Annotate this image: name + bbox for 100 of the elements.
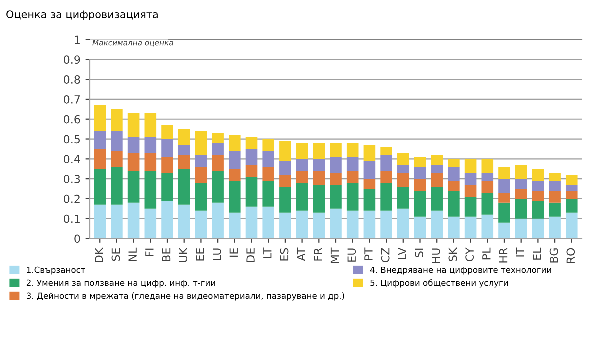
bar xyxy=(262,181,274,207)
bar xyxy=(144,171,157,209)
bar xyxy=(532,190,544,201)
bar xyxy=(414,167,426,180)
bar xyxy=(364,179,376,190)
legend-label: 3. Дейности в мрежата (гледане на видеоматериали, пазаруване и др.) xyxy=(26,292,344,301)
bar xyxy=(549,202,561,217)
bar xyxy=(364,145,376,162)
legend-label: 2. Умения за ползване на цифр. инф. т-гии xyxy=(26,280,216,288)
bar xyxy=(246,149,258,166)
x-tick-label: FI xyxy=(146,248,154,256)
bar xyxy=(515,189,528,199)
bar xyxy=(515,165,528,180)
bar xyxy=(280,161,292,176)
x-tick-label: SE xyxy=(112,248,120,262)
bar xyxy=(178,204,190,239)
bar xyxy=(448,181,460,191)
bar xyxy=(532,200,544,219)
bar xyxy=(144,208,157,239)
bar xyxy=(398,173,410,188)
x-tick-label: ES xyxy=(280,248,289,261)
bar xyxy=(212,133,224,144)
bar xyxy=(414,190,426,217)
x-tick-label: SK xyxy=(448,248,458,262)
y-tick-label: 0.4 xyxy=(64,155,80,164)
bar xyxy=(229,135,241,152)
bar xyxy=(212,155,224,172)
bar xyxy=(262,139,274,152)
bar xyxy=(532,169,544,182)
x-tick-label: EE xyxy=(196,248,204,261)
bar xyxy=(94,105,106,132)
bar xyxy=(111,131,123,152)
x-tick-label: LT xyxy=(264,248,272,258)
bar xyxy=(212,171,224,203)
bar xyxy=(195,155,208,168)
x-tick-label: LU xyxy=(213,248,222,260)
x-tick-label: BG xyxy=(550,248,558,263)
bar xyxy=(195,210,208,239)
bar xyxy=(482,214,494,239)
x-tick-label: FR xyxy=(314,248,322,261)
bar xyxy=(414,179,426,191)
bar xyxy=(296,143,308,160)
bar xyxy=(212,202,224,239)
bar xyxy=(398,165,410,174)
legend-label: 5. Цифрови обществени услуги xyxy=(370,280,508,288)
bar xyxy=(566,185,578,191)
bar xyxy=(246,206,258,239)
bar xyxy=(566,198,578,213)
x-tick-label: PT xyxy=(364,248,373,260)
bar xyxy=(178,169,190,205)
bar xyxy=(346,171,359,184)
x-tick-label: HU xyxy=(432,248,440,264)
bar xyxy=(246,177,258,207)
bar xyxy=(144,153,157,172)
bar xyxy=(212,143,224,156)
bar xyxy=(431,187,443,211)
bar xyxy=(398,153,410,166)
bar xyxy=(532,218,544,239)
x-tick-label: UK xyxy=(179,248,188,262)
bar xyxy=(280,187,292,213)
bar xyxy=(330,143,342,158)
bar xyxy=(94,204,106,239)
bar xyxy=(464,173,477,186)
bar xyxy=(94,149,106,170)
bar xyxy=(280,141,292,162)
bar xyxy=(229,181,241,213)
bar xyxy=(195,183,208,211)
bar xyxy=(128,113,140,138)
x-tick-label: CZ xyxy=(381,248,390,263)
bar xyxy=(229,212,241,239)
bar xyxy=(128,153,140,172)
bar xyxy=(482,173,494,182)
bar xyxy=(262,151,274,168)
bar xyxy=(364,161,376,180)
bar xyxy=(431,173,443,188)
bar xyxy=(448,159,460,168)
bar xyxy=(296,159,308,172)
bar xyxy=(482,192,494,215)
bar xyxy=(380,210,392,239)
bar xyxy=(313,143,326,160)
x-tick-label: EL xyxy=(533,248,542,260)
bar xyxy=(128,171,140,203)
x-tick-label: BE xyxy=(162,248,171,262)
x-tick-label: PL xyxy=(482,248,491,260)
bar xyxy=(515,198,528,219)
bar xyxy=(414,157,426,168)
bar xyxy=(346,157,359,172)
bar xyxy=(380,183,392,211)
bar xyxy=(178,129,190,146)
y-tick-label: 0.8 xyxy=(64,76,80,84)
bar xyxy=(431,165,443,174)
bar xyxy=(482,159,494,174)
x-tick-label: SI xyxy=(415,248,424,258)
bar xyxy=(111,167,123,205)
y-tick-label: 0.9 xyxy=(64,56,80,64)
y-tick-label: 0.1 xyxy=(64,214,80,224)
bar xyxy=(280,175,292,188)
bar xyxy=(464,196,477,217)
y-tick-label: 0.7 xyxy=(64,95,80,104)
y-tick-label: 0.3 xyxy=(64,175,80,184)
